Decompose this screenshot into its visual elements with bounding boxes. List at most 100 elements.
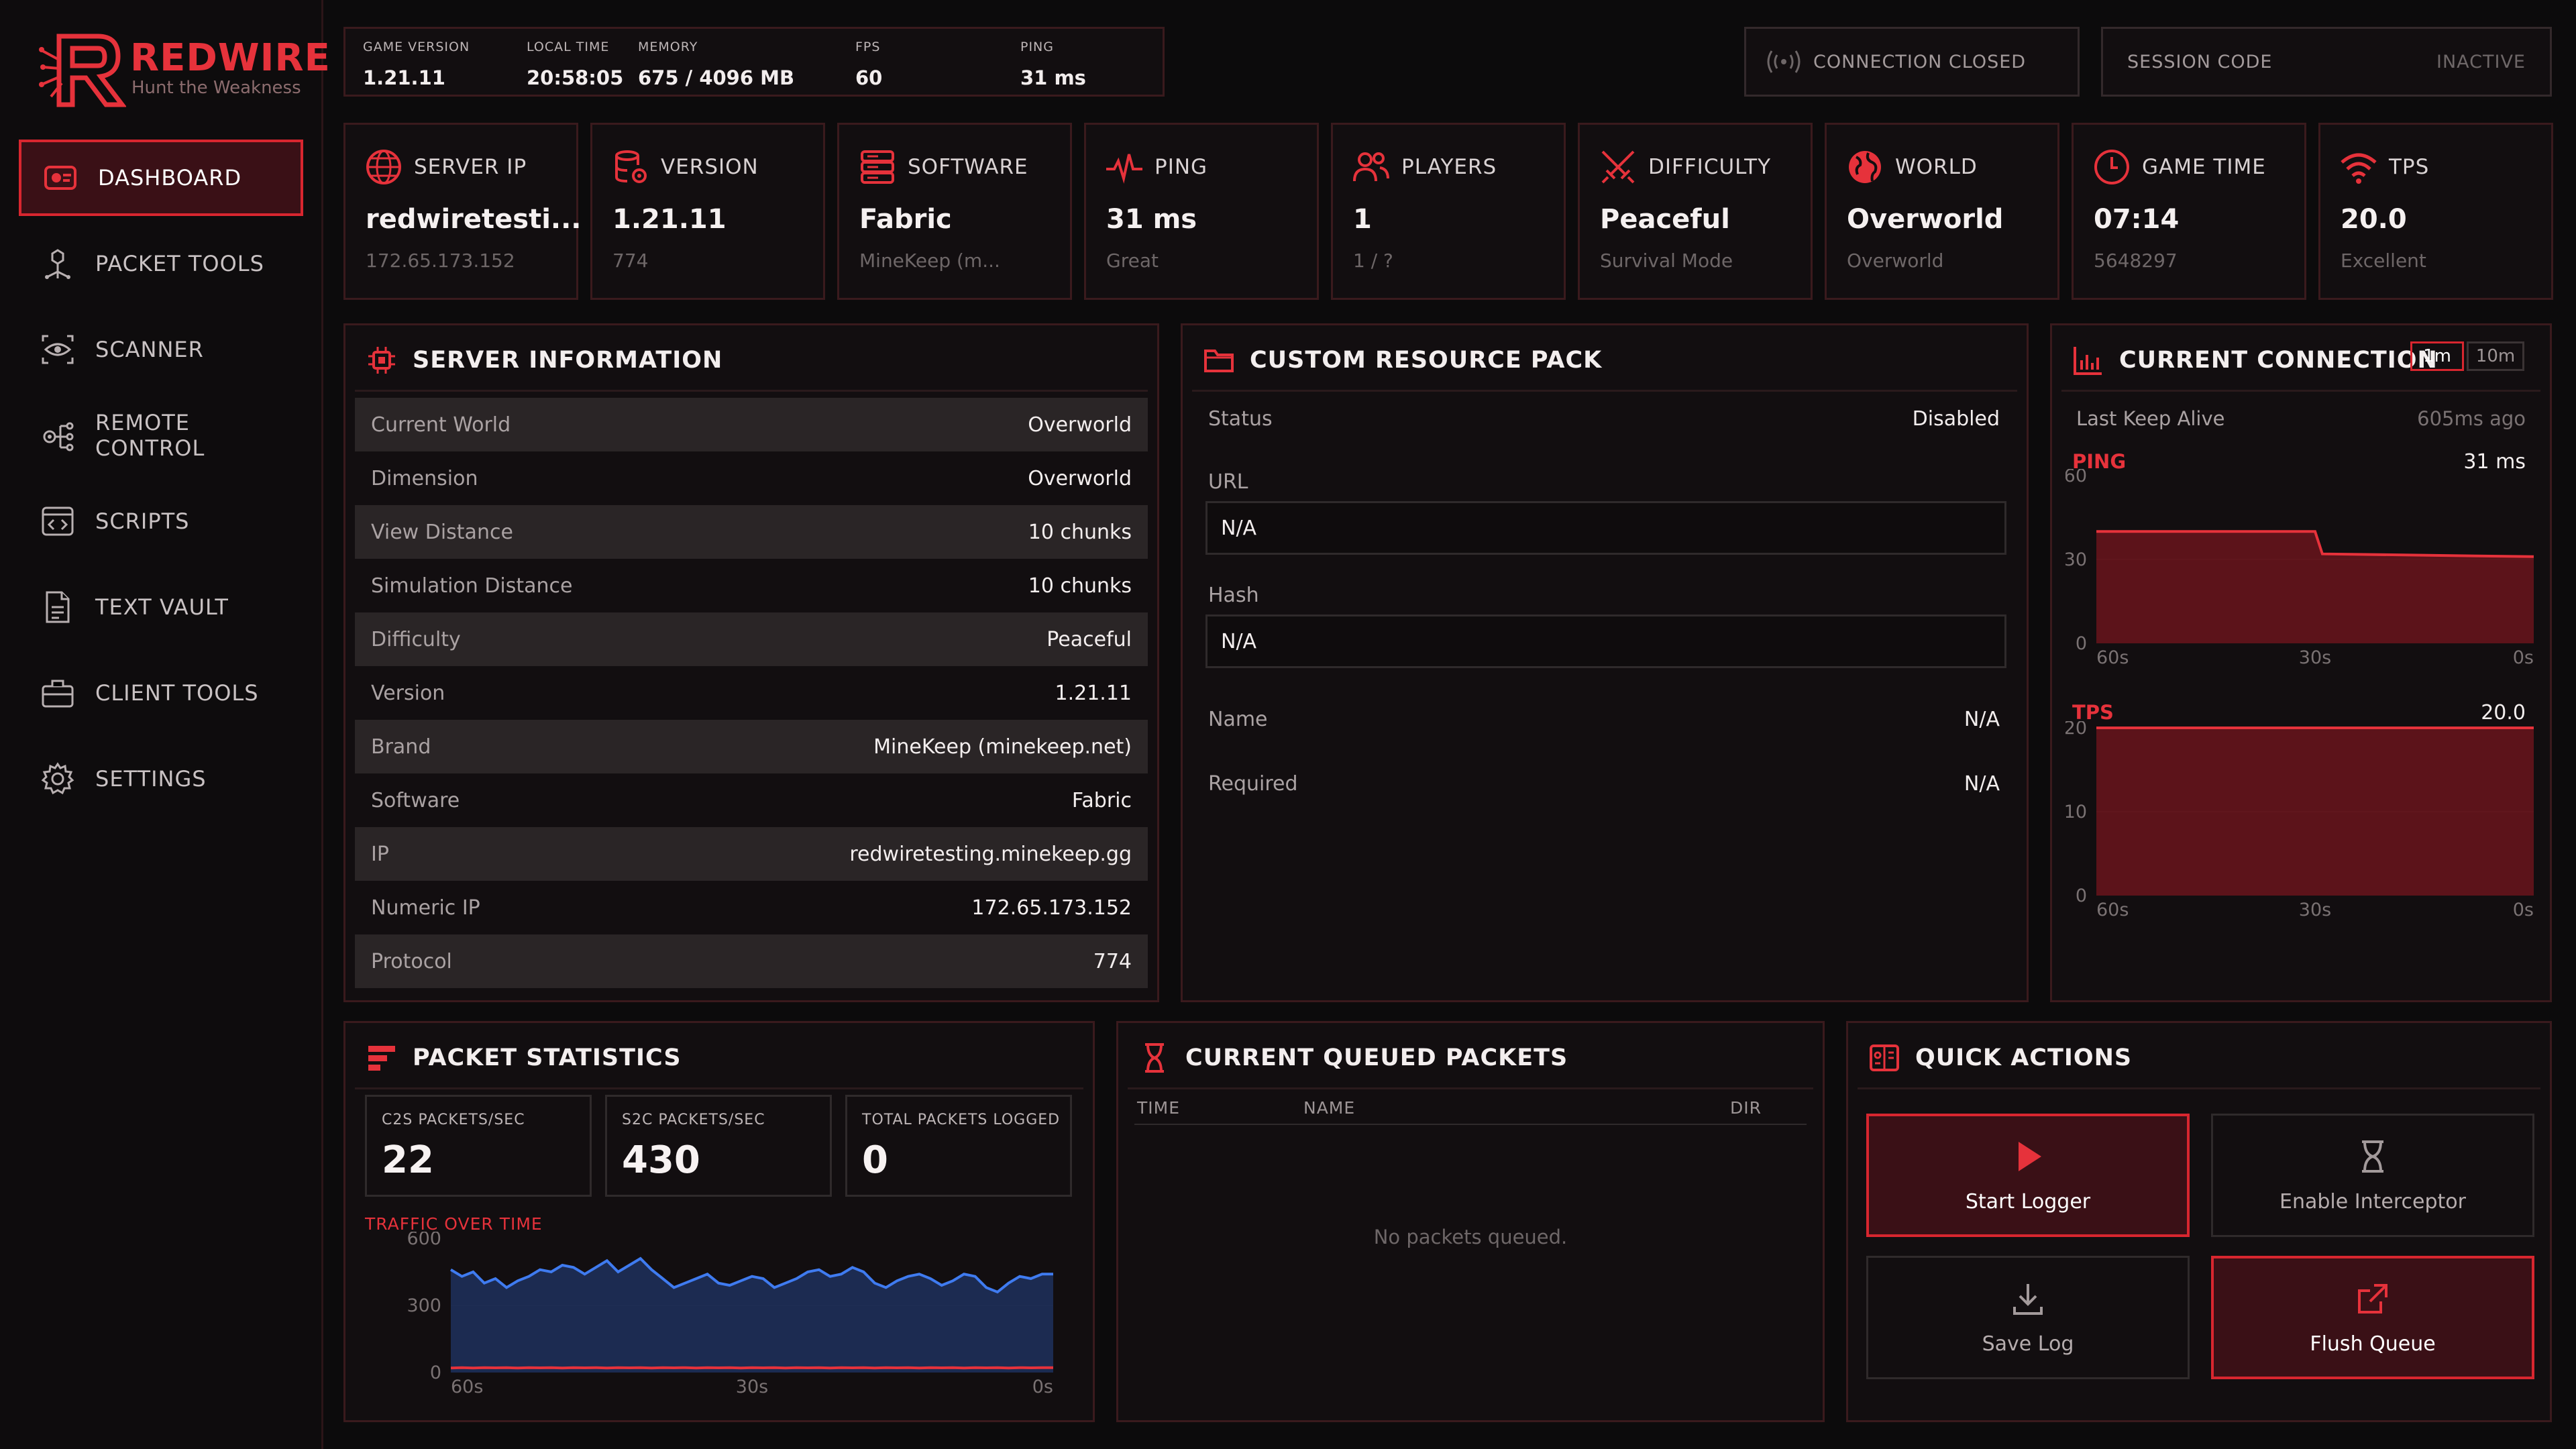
info-row-protocol: Protocol 774 xyxy=(355,934,1148,988)
card-software: SOFTWARE Fabric MineKeep (m... xyxy=(837,123,1072,300)
panel-title: SERVER INFORMATION xyxy=(366,344,722,376)
hourglass-icon xyxy=(2362,1140,2383,1173)
info-row-software: Software Fabric xyxy=(371,788,1132,812)
x-tick-label: 30s xyxy=(736,1377,768,1397)
stat-fps: FPS 60 xyxy=(855,40,883,89)
nav-label: SCRIPTS xyxy=(95,508,190,534)
range-10m-button[interactable]: 10m xyxy=(2467,341,2524,371)
y-tick-label: 60 xyxy=(2065,469,2087,486)
info-row-brand: Brand MineKeep (minekeep.net) xyxy=(355,720,1148,773)
card-sub: Survival Mode xyxy=(1600,250,1733,272)
queued-packets-panel: CURRENT QUEUED PACKETS TIME NAME DIR No … xyxy=(1116,1021,1825,1422)
crossed-swords-icon xyxy=(1601,150,1635,184)
y-tick-label: 10 xyxy=(2065,802,2087,822)
nav-label: REMOTE CONTROL xyxy=(95,410,205,461)
save-log-button[interactable]: Save Log xyxy=(1866,1256,2190,1379)
brand-link[interactable]: MineKeep (minekeep.net) xyxy=(873,735,1132,759)
external-link-icon xyxy=(2358,1283,2387,1313)
pulse-icon xyxy=(1106,154,1142,184)
y-tick-label: 0 xyxy=(2076,633,2087,654)
quick-actions-icon xyxy=(1870,1044,1899,1071)
server-stack-icon xyxy=(861,150,894,184)
card-value: 20.0 xyxy=(2341,204,2407,235)
nav-scripts[interactable]: SCRIPTS xyxy=(19,483,303,559)
card-players: PLAYERS 1 1 / ? xyxy=(1331,123,1566,300)
info-row-version: Version 1.21.11 xyxy=(371,681,1132,705)
nav-remote-control[interactable]: REMOTE CONTROL xyxy=(19,397,303,474)
nav-client-tools[interactable]: CLIENT TOOLS xyxy=(19,655,303,731)
ping-chart-value: 31 ms xyxy=(2463,450,2526,474)
nav-dashboard[interactable]: DASHBOARD xyxy=(19,140,303,216)
redwire-logo-icon xyxy=(39,34,126,107)
panel-title: CURRENT QUEUED PACKETS xyxy=(1138,1042,1568,1074)
panel-title: QUICK ACTIONS xyxy=(1868,1042,2132,1074)
stat-game-version: GAME VERSION 1.21.11 xyxy=(363,40,470,89)
panel-title: CURRENT CONNECTION xyxy=(2072,344,2438,376)
download-icon xyxy=(2013,1283,2043,1315)
enable-interceptor-button[interactable]: Enable Interceptor xyxy=(2211,1114,2534,1237)
url-field[interactable]: N/A xyxy=(1205,501,2006,555)
y-tick-label: 20 xyxy=(2065,721,2087,739)
panel-title: CUSTOM RESOURCE PACK xyxy=(1203,344,1602,376)
status-label: Status xyxy=(1208,407,1273,431)
y-tick-label: 300 xyxy=(407,1295,441,1316)
card-value: Peaceful xyxy=(1600,204,1730,235)
info-row-numeric-ip: Numeric IP 172.65.173.152 xyxy=(371,896,1132,920)
series-area xyxy=(2096,728,2534,896)
keepalive-value: 605ms ago xyxy=(2417,407,2526,430)
series-area xyxy=(451,1258,1053,1373)
column-name: NAME xyxy=(1303,1098,1356,1118)
users-icon xyxy=(1353,152,1389,182)
resource-pack-panel: CUSTOM RESOURCE PACK Status Disabled URL… xyxy=(1181,323,2029,1002)
nav-packet-tools[interactable]: PACKET TOOLS xyxy=(19,225,303,302)
status-bar: GAME VERSION 1.21.11 LOCAL TIME 20:58:05 M… xyxy=(343,27,1165,97)
gear-icon xyxy=(41,762,74,795)
x-tick-label: 60s xyxy=(2096,647,2129,668)
tps-chart: 20 10 0 60s 30s 0s xyxy=(2065,721,2534,920)
card-tps: TPS 20.0 Excellent xyxy=(2318,123,2553,300)
nav-label: SETTINGS xyxy=(95,766,207,792)
session-status: INACTIVE xyxy=(2436,52,2526,72)
hash-label: Hash xyxy=(1208,584,1259,607)
nav-scanner[interactable]: SCANNER xyxy=(19,311,303,388)
card-game-time: GAME TIME 07:14 5648297 xyxy=(2072,123,2306,300)
nav-label: DASHBOARD xyxy=(98,165,242,191)
hourglass-icon xyxy=(1145,1043,1164,1073)
y-tick-label: 0 xyxy=(2076,885,2087,906)
column-time: TIME xyxy=(1137,1098,1181,1118)
flush-queue-button[interactable]: Flush Queue xyxy=(2211,1256,2534,1379)
card-value: Overworld xyxy=(1847,204,2004,235)
x-tick-label: 0s xyxy=(2513,647,2534,668)
x-tick-label: 30s xyxy=(2299,647,2331,668)
card-sub: 774 xyxy=(612,250,649,272)
connection-status[interactable]: CONNECTION CLOSED xyxy=(1744,27,2080,97)
card-value: 1 xyxy=(1353,204,1372,235)
url-label: URL xyxy=(1208,470,1248,494)
required-label: Required xyxy=(1208,772,1298,796)
s2c-stat: S2C PACKETS/SEC 430 xyxy=(605,1095,832,1197)
card-value: redwiretesti... xyxy=(366,204,582,235)
name-label: Name xyxy=(1208,708,1268,731)
stat-ping: PING 31 ms xyxy=(1020,40,1086,89)
chip-icon xyxy=(368,347,395,374)
start-logger-button[interactable]: Start Logger xyxy=(1866,1114,2190,1237)
card-ping: PING 31 ms Great xyxy=(1084,123,1319,300)
ping-chart: 60 30 0 60s 30s 0s xyxy=(2065,469,2534,668)
hash-field[interactable]: N/A xyxy=(1205,614,2006,668)
ping-chart-label: PING xyxy=(2072,450,2127,473)
info-row-current-world: Current World Overworld xyxy=(355,398,1148,451)
card-value: Fabric xyxy=(859,204,952,235)
bar-chart-icon xyxy=(2074,347,2102,375)
brand-tagline: Hunt the Weakness xyxy=(131,78,301,98)
total-stat: TOTAL PACKETS LOGGED 0 xyxy=(845,1095,1072,1197)
nav-text-vault[interactable]: TEXT VAULT xyxy=(19,569,303,645)
range-1m-button[interactable]: 1m xyxy=(2410,341,2464,371)
info-row-ip: IP redwiretesting.minekeep.gg xyxy=(355,827,1148,881)
stats-bars-icon xyxy=(368,1046,395,1071)
x-tick-label: 30s xyxy=(2299,900,2331,920)
card-value: 1.21.11 xyxy=(612,204,727,235)
nav-settings[interactable]: SETTINGS xyxy=(19,741,303,817)
session-code-label: SESSION CODE xyxy=(2127,52,2273,72)
info-row-simulation-distance: Simulation Distance 10 chunks xyxy=(371,574,1132,598)
info-row-difficulty: Difficulty Peaceful xyxy=(355,612,1148,666)
